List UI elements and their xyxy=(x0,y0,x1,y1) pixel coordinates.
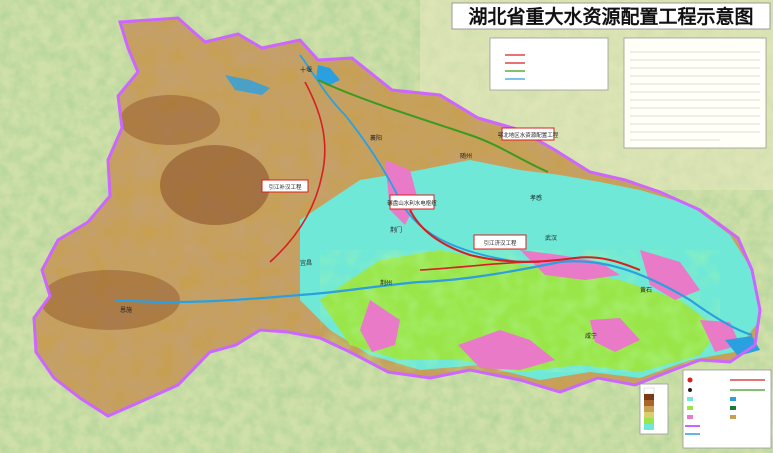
city-label-5: 荆门 xyxy=(390,226,402,234)
reservoir-west xyxy=(225,75,270,95)
lake-pink-2 xyxy=(360,300,400,352)
city-label-9: 恩施 xyxy=(120,306,132,314)
city-label-7: 荆州 xyxy=(380,279,392,287)
legend-panel-bottom xyxy=(682,369,772,449)
lake-pink-6 xyxy=(590,318,640,352)
elevation-scale xyxy=(639,383,669,435)
project-label-1-text: 鄂北地区水资源配置工程 xyxy=(498,131,559,139)
project-label-3: 碾盘山水利水电枢纽 xyxy=(387,194,437,210)
reservoir-east xyxy=(725,336,760,356)
shennongjia-ridge xyxy=(160,145,270,225)
danjiangkou-reservoir xyxy=(316,65,340,86)
project-label-1: 鄂北地区水资源配置工程 xyxy=(498,127,559,141)
city-label-6: 武汉 xyxy=(545,234,557,242)
province-border xyxy=(32,16,762,418)
wuling-ridge xyxy=(40,270,180,330)
legend-panel-top xyxy=(489,37,609,91)
city-label-1: 十堰 xyxy=(300,66,312,74)
lake-pink-4 xyxy=(520,250,620,280)
lake-pink-5 xyxy=(640,250,700,300)
city-label-8: 宜昌 xyxy=(300,259,312,267)
project-label-4: 引江济汉工程 xyxy=(473,234,527,250)
city-label-4: 孝感 xyxy=(530,194,542,202)
map-title: 湖北省重大水资源配置工程示意图 xyxy=(468,5,753,28)
lake-pink-1 xyxy=(458,330,555,370)
title-banner: 湖北省重大水资源配置工程示意图 xyxy=(451,2,771,30)
yangtze-river xyxy=(114,260,753,337)
wudang-ridge xyxy=(120,95,220,145)
project-label-2: 引江补汉工程 xyxy=(261,179,309,193)
han-river xyxy=(299,54,521,263)
project-label-2-text: 引江补汉工程 xyxy=(268,183,302,191)
project-label-3-text: 碾盘山水利水电枢纽 xyxy=(387,199,437,207)
project-label-4-text: 引江济汉工程 xyxy=(483,239,517,247)
canal-red-lower xyxy=(419,261,541,271)
canal-red-west xyxy=(269,81,326,263)
city-label-11: 咸宁 xyxy=(585,332,597,340)
description-panel xyxy=(623,37,767,149)
city-label-10: 黄石 xyxy=(640,286,652,294)
city-label-2: 襄阳 xyxy=(370,134,382,142)
description-lines xyxy=(630,51,760,141)
city-label-3: 随州 xyxy=(460,152,472,160)
canal-green-north xyxy=(317,79,549,173)
